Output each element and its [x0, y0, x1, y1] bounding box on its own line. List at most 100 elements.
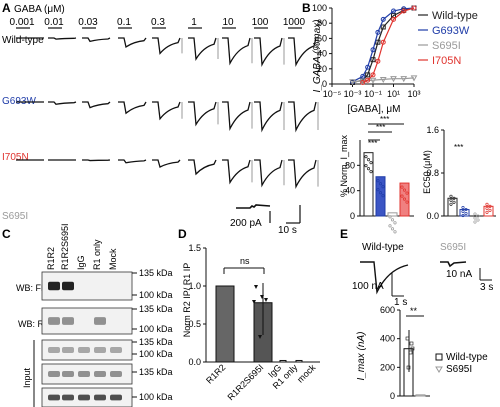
wt-scale-time: 1 s — [394, 297, 407, 308]
current-trace — [288, 159, 317, 189]
ytick-label: 600 — [380, 305, 395, 315]
ytick-label: 1.5 — [188, 243, 201, 253]
current-trace — [152, 101, 181, 121]
imax-point — [378, 191, 383, 195]
legend-s695i-label: S695I — [446, 364, 472, 375]
current-trace — [82, 37, 111, 43]
imax-bar — [363, 152, 374, 217]
ytick-label: 60 — [317, 33, 327, 43]
panel-d-yticks: 0.0 0.5 1.0 1.5 — [188, 243, 206, 367]
concentration-labels: 0.001 0.01 0.03 0.1 0.3 1 10 100 1000 — [9, 17, 306, 29]
kda-label: 135 kDa — [139, 337, 173, 347]
data-point — [360, 73, 366, 79]
ytick-label: 1.6 — [426, 125, 439, 135]
ec50-ylabel: EC50 (μM) — [422, 150, 432, 194]
lane-label: R1 only — [92, 239, 102, 270]
data-point — [410, 75, 418, 82]
blot-band — [94, 394, 106, 401]
lane-label: IgG — [76, 255, 86, 270]
panel-a-traces: GABA (μM) 0.001 0.01 0.03 0.1 0.3 1 10 100 1000 … — [2, 4, 319, 236]
data-point — [370, 72, 376, 78]
ytick-label: 80 — [317, 18, 327, 28]
current-trace — [118, 101, 147, 115]
xtick-label: 10³ — [407, 89, 420, 99]
ec50-point — [461, 210, 465, 214]
data-point — [360, 79, 366, 85]
panel-d-bars — [215, 283, 303, 363]
ec50-point — [473, 212, 477, 216]
s695i-e-trace — [440, 261, 467, 268]
panel-e-bar — [415, 394, 426, 397]
imax-sig-1: *** — [380, 115, 389, 124]
panel-b-ec50-bars: EC50 (μM) 0.0 0.8 1.6 *** — [422, 125, 496, 224]
imax-point — [400, 185, 404, 189]
row-label-input: Input — [22, 367, 32, 388]
row-label-s695i: S695I — [2, 211, 28, 222]
blot-band — [110, 371, 122, 377]
row-label-wild-type: Wild-type — [2, 35, 44, 46]
concentration-label: 0.03 — [78, 17, 98, 28]
imax-point — [388, 215, 392, 219]
trace-label-wild-type: Wild-type — [362, 242, 404, 253]
xtick-label: 10⁻⁵ — [323, 89, 342, 99]
ytick-label: 400 — [380, 334, 395, 344]
imax-bars — [363, 152, 410, 234]
data-point — [375, 29, 381, 35]
current-trace — [188, 159, 217, 176]
ec50-point — [452, 200, 456, 204]
legend-label: S695I — [432, 40, 461, 52]
blot-band — [62, 371, 74, 377]
kda-label: 100 kDa — [139, 392, 173, 402]
panel-c-letter: C — [2, 227, 11, 241]
concentration-label: 0.001 — [9, 17, 34, 28]
panel-d-bar — [279, 359, 287, 363]
blot-band — [110, 347, 122, 353]
ytick-label: 0.5 — [188, 319, 201, 329]
ytick-label: 0 — [390, 391, 395, 401]
ec50-yticks: 0.0 0.8 1.6 — [426, 125, 444, 221]
imax-point — [402, 197, 407, 201]
panel-d-bar — [215, 285, 235, 363]
imax-sig-3: *** — [368, 139, 377, 148]
imax-point — [369, 161, 373, 165]
blot-band — [94, 371, 106, 377]
gaba-concentration-title: GABA (μM) — [14, 4, 65, 15]
current-trace — [152, 37, 181, 55]
ec50-bar — [459, 209, 470, 217]
blot-band — [78, 371, 90, 377]
current-trace — [222, 159, 251, 185]
legend-label: Wild-type — [432, 10, 478, 22]
current-trace — [188, 101, 217, 127]
panel-e-legend: Wild-type S695I — [435, 352, 488, 375]
blot-images — [41, 271, 133, 407]
s695i-trace — [236, 204, 271, 209]
dose-response-xlabel: [GABA], μM — [348, 104, 401, 115]
ec50-point — [464, 212, 468, 216]
data-point — [380, 39, 386, 45]
blot-band — [62, 394, 74, 401]
panel-e-letter: E — [340, 227, 348, 241]
legend-label: I705N — [432, 55, 461, 67]
imax-point — [381, 185, 385, 189]
scale-time-label: 10 s — [278, 225, 297, 236]
dose-response-line — [352, 7, 415, 83]
current-trace — [254, 37, 283, 67]
current-trace — [152, 159, 181, 168]
ytick-label: 40 — [345, 186, 355, 196]
data-point — [380, 16, 386, 22]
blot-band — [110, 394, 122, 401]
concentration-label: 1 — [191, 17, 197, 28]
current-trace — [82, 101, 111, 109]
imax-point — [381, 194, 385, 198]
dose-response-legend: Wild-type G693W S695I I705N — [418, 10, 478, 67]
ytick-label: 0 — [322, 79, 327, 89]
panel-e-point — [409, 341, 414, 346]
lane-labels: R1R2 R1R2S695I IgG R1 only Mock — [46, 223, 118, 270]
data-point — [369, 77, 377, 84]
scale-current-label: 200 pA — [230, 218, 262, 229]
wt-scale-current: 100 nA — [352, 281, 384, 292]
imax-point — [366, 167, 371, 171]
imax-yticks: 0 40 80 — [345, 160, 360, 221]
panel-d-point — [258, 335, 262, 339]
